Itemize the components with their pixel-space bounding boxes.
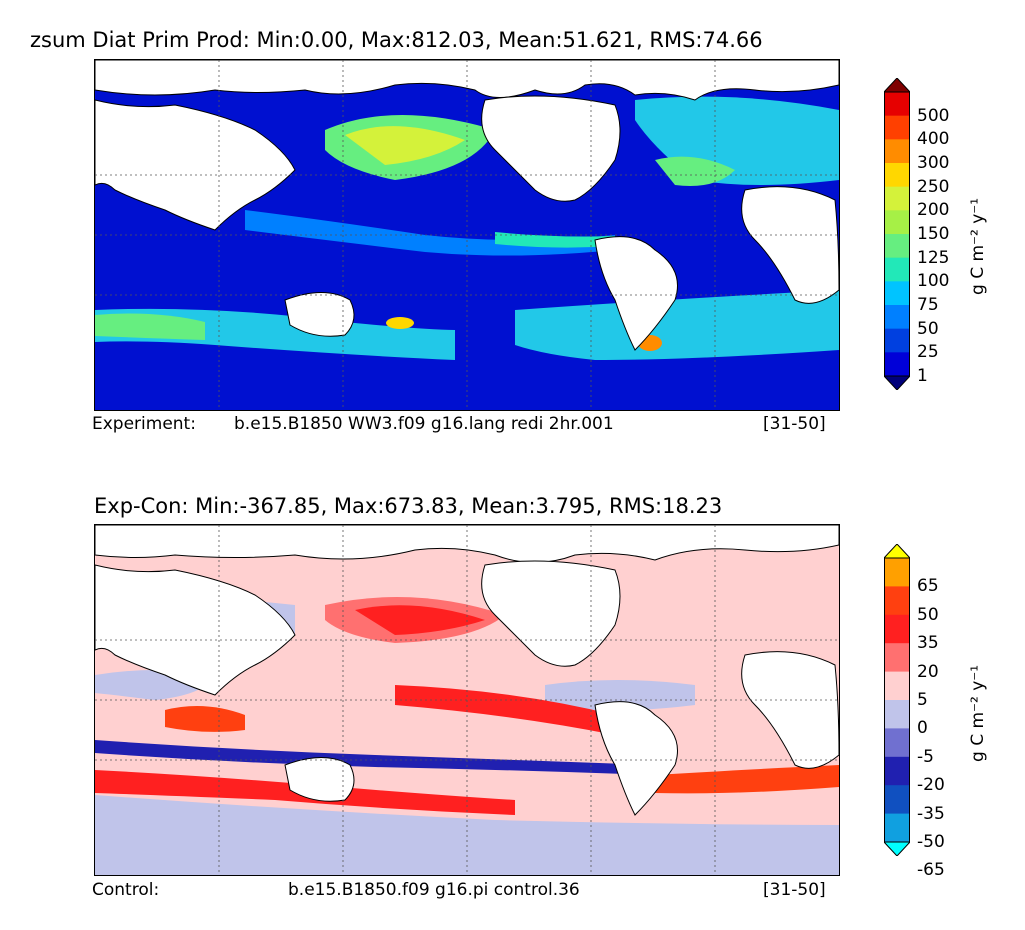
- top-colorbar-segment: [884, 163, 910, 188]
- bottom-caption-right: [31-50]: [763, 880, 826, 900]
- top-caption-left: Experiment:: [92, 414, 196, 434]
- top-northatlantic-core: [655, 156, 735, 186]
- top-colorbar-tick-label: 500: [917, 105, 950, 126]
- bottom-colorbar-tick-label: -50: [917, 832, 945, 852]
- bottom-panel-title: Exp-Con: Min:-367.85, Max:673.83, Mean:3…: [94, 494, 723, 518]
- top-colorbar-tick-label: 25: [917, 342, 939, 363]
- bottom-colorbar-segment: [884, 671, 910, 701]
- top-colorbar-tick-label: 100: [917, 271, 950, 292]
- bottom-colorbar-tick-label: 5: [917, 690, 928, 710]
- top-colorbar-segment: [884, 281, 910, 306]
- bottom-colorbar-segment: [884, 813, 910, 843]
- top-south-america: [594, 236, 678, 351]
- top-colorbar-extend-max: [882, 77, 912, 93]
- top-southern-band-core: [95, 313, 205, 340]
- bottom-atlantic-lavender: [545, 680, 695, 711]
- bottom-colorbar-tick-label: -20: [917, 775, 945, 796]
- top-colorbar: [882, 77, 912, 391]
- bottom-africa: [741, 651, 839, 769]
- top-colorbar-tick-label: 150: [917, 224, 950, 244]
- top-colorbar-segment: [884, 186, 910, 211]
- top-newzealand-hotspot: [386, 317, 414, 329]
- bottom-southatlantic-red: [655, 765, 839, 794]
- top-colorbar-segment: [884, 328, 910, 353]
- top-colorbar-segment: [884, 234, 910, 259]
- top-colorbar-tick-label: 125: [917, 247, 950, 268]
- bottom-colorbar: [882, 543, 912, 857]
- bottom-colorbar-svg: [882, 543, 912, 857]
- top-northpacific-core: [345, 126, 465, 165]
- bottom-caption-mid: b.e15.B1850.f09 g16.pi control.36: [288, 880, 580, 900]
- top-colorbar-segment: [884, 139, 910, 164]
- bottom-colorbar-segment: [884, 728, 910, 758]
- top-colorbar-segment: [884, 352, 910, 377]
- bottom-map: [94, 524, 840, 876]
- top-colorbar-svg: [882, 77, 912, 391]
- bottom-indian-red: [165, 706, 245, 732]
- top-gridlines: [95, 60, 839, 410]
- bottom-colorbar-segment: [884, 643, 910, 673]
- bottom-southern-blue: [95, 740, 655, 775]
- bottom-colorbar-segment: [884, 756, 910, 786]
- top-panel-title: zsum Diat Prim Prod: Min:0.00, Max:812.0…: [30, 28, 763, 52]
- bottom-gridlines: [95, 525, 839, 875]
- bottom-colorbar-tick-label: 0: [917, 718, 928, 739]
- bottom-colorbar-tick-label: 50: [917, 604, 939, 625]
- top-colorbar-tick-label: 200: [917, 200, 950, 221]
- bottom-colorbar-segment: [884, 586, 910, 616]
- bottom-colorbar-segment: [884, 558, 910, 587]
- bottom-colorbar-segment: [884, 785, 910, 815]
- top-caption-right: [31-50]: [763, 414, 826, 434]
- top-southatlantic-band: [515, 290, 839, 360]
- bottom-australia: [284, 757, 355, 802]
- bottom-colorbar-tick-label: -35: [917, 803, 945, 824]
- bottom-caption-left: Control:: [92, 880, 160, 900]
- top-colorbar-segment: [884, 92, 910, 117]
- top-colorbar-tick-label: 300: [917, 153, 950, 173]
- bottom-colorbar-tick-label: -65: [917, 860, 945, 881]
- bottom-arctic-land: [95, 525, 839, 563]
- top-colorbar-segment: [884, 210, 910, 235]
- top-caption-mid: b.e15.B1850 WW3.f09 g16.lang redi 2hr.00…: [234, 414, 614, 434]
- top-colorbar-label: g C m⁻² y⁻¹: [968, 197, 988, 295]
- top-colorbar-tick-label: 75: [917, 295, 939, 315]
- bottom-northpacific-core: [355, 605, 485, 635]
- top-colorbar-extend-min: [882, 375, 912, 391]
- bottom-colorbar-tick-label: -5: [917, 746, 934, 767]
- bottom-colorbar-segment: [884, 614, 910, 644]
- top-colorbar-segment: [884, 257, 910, 282]
- top-colorbar-tick-label: 250: [917, 176, 950, 197]
- top-colorbar-segment: [884, 115, 910, 140]
- bottom-colorbar-segment: [884, 700, 910, 729]
- bottom-colorbar-tick-label: 65: [917, 576, 939, 597]
- top-colorbar-tick-label: 400: [917, 129, 950, 150]
- top-australia: [284, 292, 355, 337]
- bottom-colorbar-extend-max: [882, 543, 912, 559]
- top-colorbar-segment: [884, 305, 910, 330]
- top-colorbar-tick-label: 1: [917, 366, 928, 386]
- top-africa: [741, 186, 839, 304]
- bottom-eurasia: [95, 564, 296, 696]
- top-eurasia: [95, 99, 296, 231]
- bottom-equatorial-red: [395, 685, 615, 735]
- bottom-colorbar-extend-min: [882, 841, 912, 857]
- bottom-south-america: [594, 701, 678, 816]
- top-colorbar-tick-label: 50: [917, 318, 939, 339]
- bottom-colorbar-tick-label: 35: [917, 633, 939, 654]
- top-map: [94, 59, 840, 411]
- top-map-svg: [95, 60, 839, 410]
- top-equatorial-core: [495, 232, 615, 248]
- bottom-colorbar-label: g C m⁻² y⁻¹: [968, 664, 988, 762]
- bottom-map-svg: [95, 525, 839, 875]
- bottom-colorbar-tick-label: 20: [917, 661, 939, 682]
